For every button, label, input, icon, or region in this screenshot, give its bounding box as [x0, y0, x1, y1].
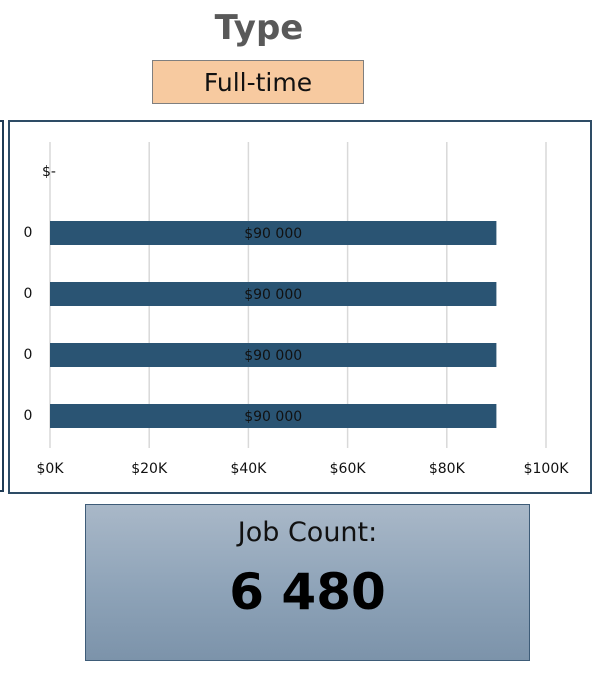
data-label: $90 000	[244, 409, 302, 425]
x-tick-label: $100K	[524, 461, 570, 477]
job-count-card: Job Count: 6 480	[85, 504, 530, 661]
data-label: $90 000	[244, 226, 302, 242]
salary-bar-chart: $- 0 $90 000 0 $90 000 0 $90 000 0 $90 000 $0K $20…	[8, 120, 592, 494]
adjacent-panel-edge	[0, 120, 4, 492]
bar	[50, 282, 497, 306]
data-label: $90 000	[244, 287, 302, 303]
bar	[50, 404, 497, 428]
category-label: $-	[42, 164, 56, 180]
x-tick-label: $40K	[230, 461, 267, 477]
x-tick-label: $20K	[131, 461, 168, 477]
filter-title: Type	[214, 8, 304, 48]
x-tick-label: $0K	[37, 461, 65, 477]
type-filter-button[interactable]: Full-time	[152, 60, 364, 104]
bar	[50, 343, 497, 367]
job-count-label: Job Count:	[237, 517, 378, 548]
category-label: 0	[24, 347, 33, 363]
chart-canvas: $- 0 $90 000 0 $90 000 0 $90 000 0 $90 000 $0K $20…	[24, 142, 570, 477]
category-label: 0	[24, 408, 33, 424]
x-tick-label: $60K	[330, 461, 367, 477]
data-label: $90 000	[244, 348, 302, 364]
bar	[50, 221, 497, 245]
category-label: 0	[24, 225, 33, 241]
x-tick-label: $80K	[429, 461, 466, 477]
category-label: 0	[24, 286, 33, 302]
job-count-value: 6 480	[229, 563, 386, 621]
